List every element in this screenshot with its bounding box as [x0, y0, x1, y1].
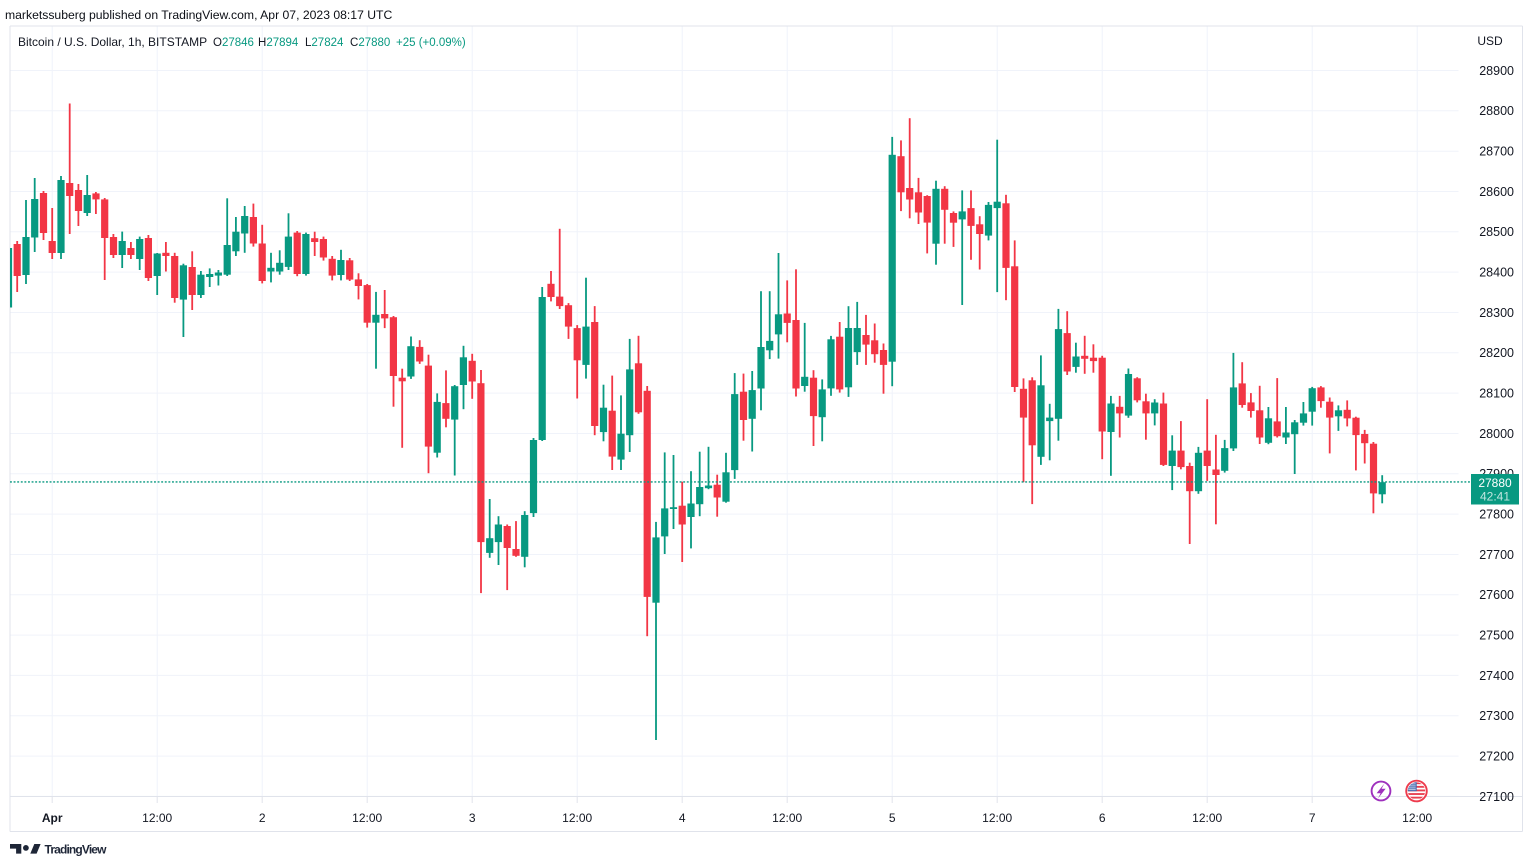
svg-text:28700: 28700: [1479, 145, 1514, 159]
svg-text:5: 5: [889, 811, 896, 825]
svg-text:Bitcoin / U.S. Dollar, 1h, BIT: Bitcoin / U.S. Dollar, 1h, BITSTAMP: [18, 35, 207, 49]
svg-text:H27894: H27894: [258, 37, 299, 49]
svg-text:marketssuberg published on Tra: marketssuberg published on TradingView.c…: [5, 8, 392, 22]
svg-text:28800: 28800: [1479, 104, 1514, 118]
svg-text:27700: 27700: [1479, 548, 1514, 562]
svg-text:12:00: 12:00: [1192, 811, 1222, 825]
svg-text:27880: 27880: [1478, 476, 1512, 490]
svg-text:28600: 28600: [1479, 185, 1514, 199]
svg-text:12:00: 12:00: [142, 811, 172, 825]
svg-text:27800: 27800: [1479, 508, 1514, 522]
svg-text:+25 (+0.09%): +25 (+0.09%): [396, 37, 466, 49]
svg-text:L27824: L27824: [305, 37, 344, 49]
svg-text:Apr: Apr: [42, 811, 63, 825]
svg-text:27400: 27400: [1479, 669, 1514, 683]
svg-text:12:00: 12:00: [772, 811, 802, 825]
svg-text:28400: 28400: [1479, 266, 1514, 280]
svg-text:12:00: 12:00: [1402, 811, 1432, 825]
svg-text:12:00: 12:00: [352, 811, 382, 825]
svg-text:28500: 28500: [1479, 225, 1514, 239]
svg-text:2: 2: [259, 811, 266, 825]
svg-text:27600: 27600: [1479, 588, 1514, 602]
svg-text:3: 3: [469, 811, 476, 825]
svg-text:TradingView: TradingView: [45, 843, 108, 857]
svg-text:28300: 28300: [1479, 306, 1514, 320]
svg-text:O27846: O27846: [213, 37, 254, 49]
svg-text:12:00: 12:00: [982, 811, 1012, 825]
svg-text:4: 4: [679, 811, 686, 825]
svg-text:7: 7: [1309, 811, 1316, 825]
svg-text:28200: 28200: [1479, 346, 1514, 360]
svg-text:12:00: 12:00: [562, 811, 592, 825]
svg-text:27200: 27200: [1479, 750, 1514, 764]
svg-text:27300: 27300: [1479, 709, 1514, 723]
svg-text:28100: 28100: [1479, 387, 1514, 401]
svg-text:C27880: C27880: [350, 37, 390, 49]
svg-text:27500: 27500: [1479, 629, 1514, 643]
svg-text:28900: 28900: [1479, 64, 1514, 78]
svg-text:27100: 27100: [1479, 790, 1514, 804]
svg-text:28000: 28000: [1479, 427, 1514, 441]
svg-text:USD: USD: [1477, 34, 1503, 48]
svg-text:6: 6: [1099, 811, 1106, 825]
svg-text:42:41: 42:41: [1480, 490, 1510, 504]
